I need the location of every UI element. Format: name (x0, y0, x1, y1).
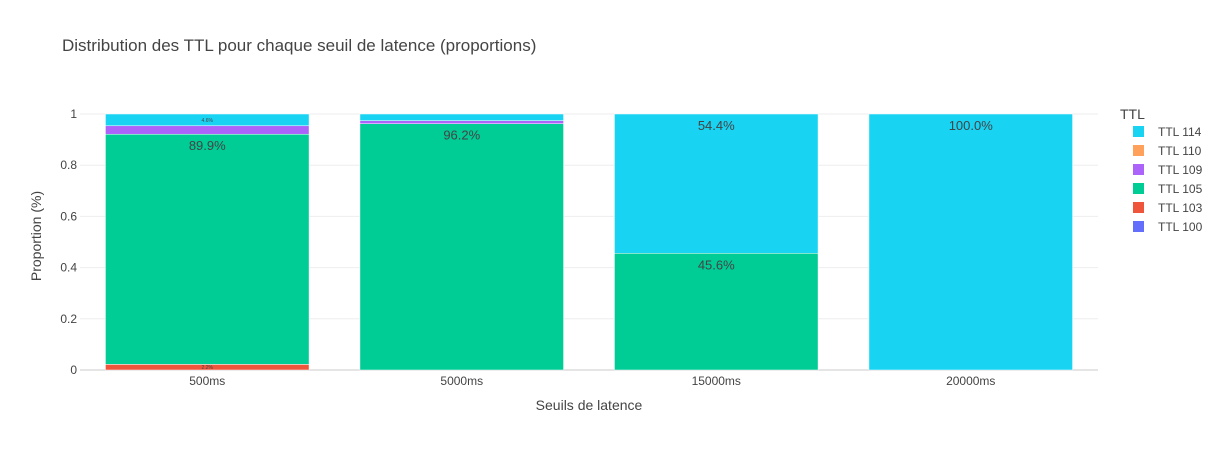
legend: TTL TTL 114 TTL 110 TTL 109 TTL 105 TTL 103 T… (1120, 106, 1203, 234)
bar-data-label: 45.6% (698, 257, 735, 272)
bar-segment (868, 113, 1073, 371)
bar-segment (105, 125, 310, 135)
legend-swatch (1133, 221, 1144, 232)
bar-data-label: 100.0% (949, 118, 994, 133)
y-tick-label: 0 (70, 363, 77, 377)
x-tick-label: 500ms (189, 374, 225, 388)
legend-title: TTL (1120, 106, 1145, 122)
legend-swatch (1133, 126, 1144, 137)
legend-item-label: TTL 114 (1158, 125, 1202, 139)
bar-segment (614, 253, 819, 371)
bar-segment (359, 113, 564, 121)
bar-data-label: 54.4% (698, 118, 735, 133)
data-labels: 2.2% 89.9% 96.2% 45.6% 4.6% 54.4% 100.0% (189, 118, 993, 371)
axes: 0 0.2 0.4 0.6 0.8 1 500ms 5000ms 15000ms 20000ms (60, 107, 995, 388)
y-tick-label: 0.2 (60, 312, 77, 326)
bar-data-label: 89.9% (189, 138, 226, 153)
bar-segment (614, 113, 819, 254)
bar-segment (105, 133, 310, 365)
legend-swatch (1133, 164, 1144, 175)
chart-title: Distribution des TTL pour chaque seuil d… (62, 36, 536, 55)
y-tick-label: 1 (70, 107, 77, 121)
legend-item-label: TTL 110 (1158, 144, 1202, 158)
bar-data-label: 2.2% (202, 365, 214, 371)
bars (105, 113, 1073, 371)
x-tick-label: 5000ms (440, 374, 483, 388)
legend-swatch (1133, 202, 1144, 213)
legend-item-label: TTL 100 (1158, 220, 1203, 234)
x-tick-label: 20000ms (946, 374, 995, 388)
bar-segment (359, 123, 564, 371)
x-axis-title: Seuils de latence (536, 397, 643, 413)
y-tick-label: 0.4 (60, 261, 77, 275)
y-tick-label: 0.8 (60, 158, 77, 172)
legend-item-label: TTL 109 (1158, 163, 1203, 177)
bar-segment (359, 120, 564, 124)
y-tick-label: 0.6 (60, 209, 77, 223)
y-axis-title: Proportion (%) (28, 191, 44, 281)
legend-item-label: TTL 105 (1158, 182, 1203, 196)
bar-segment (105, 113, 310, 127)
legend-swatch (1133, 183, 1144, 194)
x-tick-label: 15000ms (692, 374, 741, 388)
legend-swatch (1133, 145, 1144, 156)
bar-data-label: 4.6% (202, 118, 214, 124)
legend-item-label: TTL 103 (1158, 201, 1203, 215)
bar-data-label: 96.2% (443, 128, 480, 143)
